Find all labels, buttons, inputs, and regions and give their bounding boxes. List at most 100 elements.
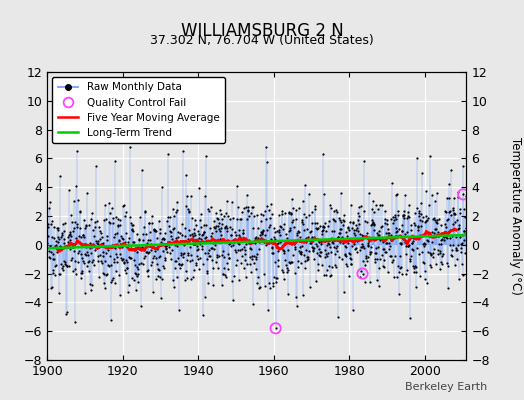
Point [88,259,96,265]
Point [282,231,290,238]
Point [136,246,144,252]
Point [388,180,397,186]
Point [353,225,362,231]
Point [102,250,110,256]
Point [61,261,70,267]
Point [449,204,457,211]
Point [177,232,185,238]
Point [100,216,108,223]
Point [150,252,158,259]
Point [62,311,70,317]
Point [300,264,309,271]
Point [183,257,191,263]
Point [290,240,298,246]
Point [46,199,54,205]
Point [200,249,209,256]
Point [269,250,277,256]
Point [157,294,166,301]
Point [87,250,95,256]
Point [95,251,104,258]
Point [150,227,159,234]
Point [160,255,169,262]
Point [203,269,211,276]
Point [222,222,230,229]
Point [92,238,100,244]
Point [291,244,299,251]
Point [391,252,399,259]
Point [228,226,236,232]
Point [283,269,291,276]
Point [272,228,281,234]
Point [46,255,54,262]
Point [336,225,344,232]
Point [330,208,338,215]
Point [96,228,105,234]
Point [48,256,57,262]
Point [203,267,212,274]
Point [118,244,126,250]
Point [137,246,146,253]
Point [166,240,174,246]
Point [209,282,217,288]
Point [166,227,174,234]
Point [287,211,296,218]
Point [146,243,154,250]
Point [125,254,134,260]
Point [322,272,330,278]
Point [135,237,143,244]
Point [97,240,106,247]
Point [177,252,185,258]
Point [409,247,417,254]
Point [58,232,66,238]
Point [255,285,264,291]
Point [363,230,371,236]
Point [369,218,377,225]
Point [222,224,231,231]
Point [311,219,319,226]
Point [317,248,325,255]
Point [247,268,255,275]
Point [67,233,75,240]
Point [419,259,427,266]
Point [88,282,96,288]
Point [234,246,243,253]
Point [332,264,341,270]
Point [333,248,341,254]
Point [112,268,121,274]
Point [94,244,103,250]
Point [323,253,331,259]
Point [458,272,467,278]
Point [321,246,329,253]
Point [247,246,255,253]
Point [98,234,106,240]
Point [385,240,393,246]
Point [352,222,360,228]
Point [235,277,244,284]
Point [351,236,359,242]
Point [161,256,170,263]
Point [298,219,307,225]
Point [374,244,383,250]
Point [421,276,429,282]
Point [405,242,413,248]
Point [193,253,201,259]
Point [409,263,418,269]
Point [294,228,302,235]
Point [293,263,302,270]
Point [224,213,232,220]
Point [271,236,279,243]
Point [132,271,140,278]
Point [180,239,188,245]
Point [429,250,437,256]
Point [316,239,325,245]
Point [125,254,134,261]
Point [396,263,405,270]
Point [284,291,292,297]
Point [297,260,305,266]
Point [210,246,218,252]
Point [354,209,363,216]
Point [427,251,435,258]
Point [396,252,405,259]
Point [50,263,59,270]
Point [221,225,229,232]
